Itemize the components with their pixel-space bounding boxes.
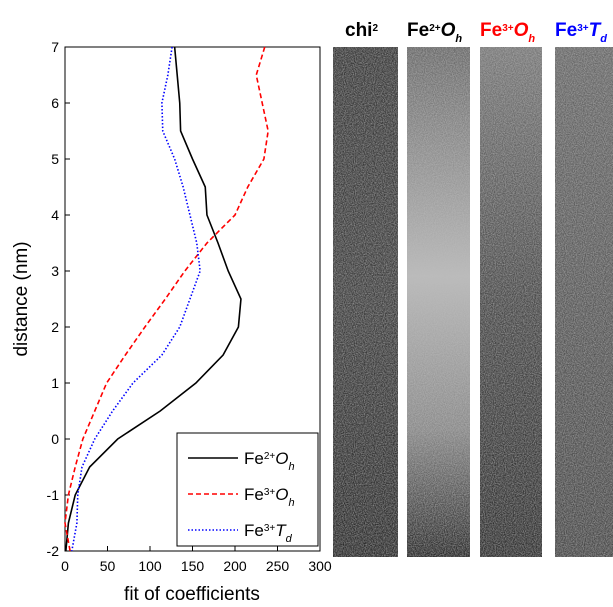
line	[65, 46, 242, 552]
strip-noise	[555, 47, 613, 557]
label-part: O	[275, 485, 288, 504]
line	[71, 46, 201, 552]
y-axis-label: distance (nm)	[11, 241, 32, 356]
y-tick-label: 6	[51, 95, 59, 111]
x-tick-label: 200	[223, 558, 247, 574]
image-strip	[407, 47, 470, 557]
label-part: O	[275, 449, 288, 468]
legend-label: Fe2+Oh	[244, 449, 295, 473]
y-tick-label: 7	[51, 39, 59, 55]
y-tick-label: -1	[47, 487, 60, 503]
y-tick-label: 1	[51, 375, 59, 391]
label-part: h	[288, 497, 294, 509]
label-part: d	[600, 33, 607, 45]
strip-noise	[333, 47, 398, 557]
x-tick-label: 50	[100, 558, 116, 574]
image-strip	[333, 47, 398, 557]
label-part: Fe	[244, 485, 264, 504]
x-tick-label: 150	[181, 558, 205, 574]
label-part: Fe	[244, 521, 264, 540]
label-part: T	[589, 20, 602, 41]
label-part: O	[514, 20, 529, 41]
y-tick-label: 5	[51, 151, 59, 167]
y-tick-label: 4	[51, 207, 59, 223]
label-part: Fe	[407, 20, 429, 41]
label-part: 2+	[429, 23, 441, 34]
y-tick-label: -2	[47, 543, 60, 559]
label-part: 2	[372, 23, 378, 34]
label-part: h	[288, 461, 294, 473]
label-part: 3+	[264, 487, 276, 498]
x-tick-label: 100	[138, 558, 162, 574]
label-part: Fe	[555, 20, 577, 41]
strip-noise	[407, 47, 470, 557]
x-axis-label: fit of coefficients	[124, 584, 260, 605]
label-part: Fe	[244, 449, 264, 468]
strip-title: Fe2+Oh	[407, 20, 462, 45]
y-tick-label: 3	[51, 263, 59, 279]
x-tick-label: 250	[266, 558, 290, 574]
legend-box	[176, 432, 319, 547]
strip-title: chi2	[345, 20, 378, 41]
y-tick-label: 2	[51, 319, 59, 335]
label-part: 3+	[577, 23, 589, 34]
label-part: d	[286, 533, 293, 545]
label-part: chi	[345, 20, 372, 41]
label-part: Fe	[480, 20, 502, 41]
x-tick-label: 0	[61, 558, 69, 574]
label-part: 2+	[264, 451, 276, 462]
image-strip	[555, 47, 613, 557]
label-part: h	[455, 33, 462, 45]
label-part: 3+	[502, 23, 514, 34]
legend-label: Fe3+Td	[244, 521, 293, 545]
label-part: O	[441, 20, 456, 41]
y-tick-label: 0	[51, 431, 59, 447]
strip-noise	[480, 47, 542, 557]
image-strip	[480, 47, 542, 557]
strip-title: Fe3+Td	[555, 20, 607, 45]
label-part: h	[528, 33, 535, 45]
x-tick-label: 300	[308, 558, 332, 574]
legend-label: Fe3+Oh	[244, 485, 295, 509]
label-part: T	[275, 521, 287, 540]
label-part: 3+	[264, 523, 276, 534]
strip-title: Fe3+Oh	[480, 20, 535, 45]
